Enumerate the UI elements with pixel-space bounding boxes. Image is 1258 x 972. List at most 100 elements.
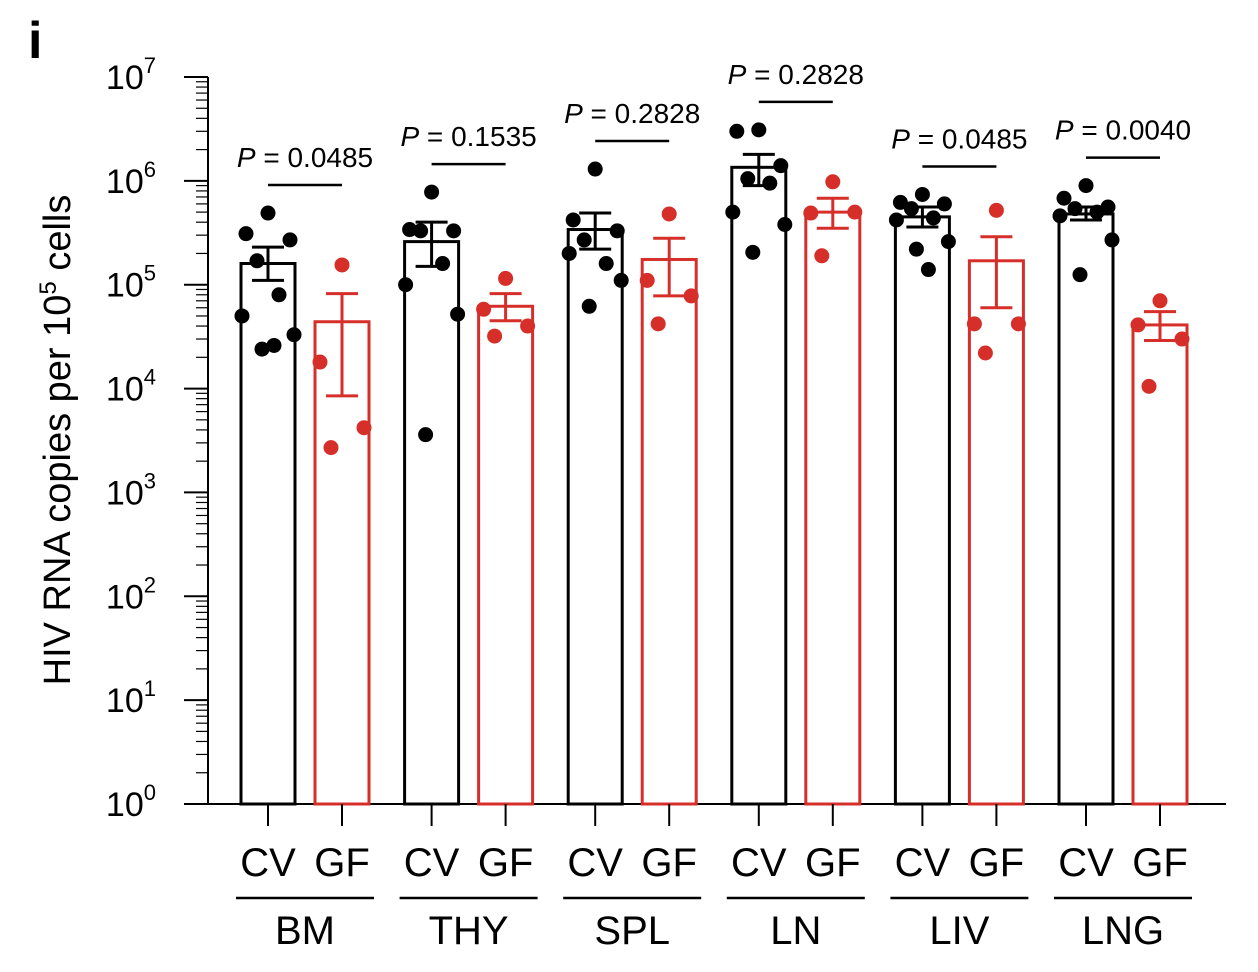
group-label: LN (770, 909, 821, 953)
data-point (908, 241, 924, 257)
data-point (1174, 331, 1190, 347)
data-point (966, 316, 982, 332)
data-point (286, 327, 302, 343)
data-point (725, 204, 741, 220)
p-symbol: P (400, 121, 419, 152)
data-point (260, 205, 276, 221)
data-point (683, 288, 699, 304)
data-point (498, 270, 514, 286)
y-tick-label: 107 (106, 53, 156, 97)
data-point (476, 301, 492, 317)
p-value: = 0.0485 (256, 142, 374, 173)
data-point (1104, 232, 1120, 248)
data-point (847, 204, 863, 220)
data-point (520, 318, 536, 334)
p-value: = 0.1535 (419, 121, 537, 152)
p-symbol: P (728, 59, 747, 90)
group-liv: CV GF LIV P = 0.0485 (888, 123, 1029, 953)
y-tick-label-exponent: 7 (144, 53, 156, 78)
x-tick-label: CV (1058, 841, 1114, 885)
data-point (424, 184, 440, 200)
data-point (777, 216, 793, 232)
data-point (1072, 267, 1088, 283)
y-tick-label: 103 (106, 468, 156, 512)
y-tick-label: 101 (106, 676, 156, 720)
panel-label: i (28, 12, 42, 70)
p-value-label: P = 0.0485 (891, 123, 1027, 154)
data-point (418, 427, 434, 443)
p-symbol: P (891, 123, 910, 154)
group-ln: CV GF LN P = 0.2828 (725, 59, 865, 953)
data-point (661, 206, 677, 222)
y-axis-label-exponent: 5 (35, 281, 62, 294)
data-point (398, 277, 414, 293)
y-tick-label-exponent: 5 (144, 261, 156, 286)
data-point (598, 256, 614, 272)
data-point (1089, 204, 1105, 220)
data-point (825, 174, 841, 190)
p-symbol: P (564, 98, 583, 129)
bar-cv (566, 228, 624, 806)
data-point (609, 223, 625, 239)
group-label: BM (275, 909, 335, 953)
data-point (762, 175, 778, 191)
bar-gf (804, 210, 862, 806)
bar-gf (1131, 323, 1189, 806)
y-axis-label-main: HIV RNA copies per 10 (37, 295, 79, 686)
p-value-label: P = 0.2828 (728, 59, 864, 90)
group-thy: CV GF THY P = 0.1535 (398, 121, 538, 953)
y-tick-label: 104 (106, 365, 156, 409)
data-point (977, 345, 993, 361)
y-tick-label-base: 10 (106, 786, 144, 824)
p-value: = 0.0040 (1074, 115, 1192, 146)
group-label: SPL (594, 909, 670, 953)
x-tick-label: CV (731, 841, 787, 885)
y-tick-label-base: 10 (106, 59, 144, 97)
data-point (356, 420, 372, 436)
p-value: = 0.0485 (910, 123, 1028, 154)
data-point (238, 226, 254, 242)
data-point (803, 205, 819, 221)
data-point (773, 158, 789, 174)
data-point (920, 262, 936, 278)
x-tick-label: GF (1132, 841, 1188, 885)
data-point (249, 253, 265, 269)
y-tick-label-base: 10 (106, 474, 144, 512)
bar-gf (967, 259, 1025, 806)
y-tick-label-base: 10 (106, 371, 144, 409)
x-tick-label: GF (478, 841, 534, 885)
bar-cv (403, 240, 461, 806)
y-axis-label-suffix: cells (37, 195, 79, 282)
x-tick-label: CV (567, 841, 623, 885)
data-point (639, 272, 655, 288)
data-point (446, 223, 462, 239)
data-point (988, 202, 1004, 218)
data-point (1067, 201, 1083, 217)
data-point (814, 248, 830, 264)
y-tick-label: 102 (106, 572, 156, 616)
svg-text:HIV RNA copies per 105 cells: HIV RNA copies per 105 cells (35, 195, 79, 686)
data-point (565, 212, 581, 228)
p-value: = 0.2828 (746, 59, 864, 90)
y-tick-label-base: 10 (106, 578, 144, 616)
y-tick-label-base: 10 (106, 163, 144, 201)
x-tick-label: CV (240, 841, 296, 885)
x-tick-label: GF (805, 841, 861, 885)
data-point (312, 354, 328, 370)
data-point (729, 123, 745, 139)
bar-cv (893, 215, 951, 806)
data-point (487, 328, 503, 344)
y-tick-label-base: 10 (106, 267, 144, 305)
p-value-label: P = 0.0040 (1055, 115, 1191, 146)
y-tick-label-exponent: 1 (144, 676, 156, 701)
data-point (435, 256, 451, 272)
data-point (1078, 178, 1094, 194)
data-point (751, 122, 767, 138)
data-point (254, 341, 270, 357)
p-value-label: P = 0.1535 (400, 121, 536, 152)
data-point (936, 196, 952, 212)
p-value: = 0.2828 (583, 98, 701, 129)
y-tick-label-exponent: 4 (144, 365, 156, 390)
y-tick-label: 105 (106, 261, 156, 305)
